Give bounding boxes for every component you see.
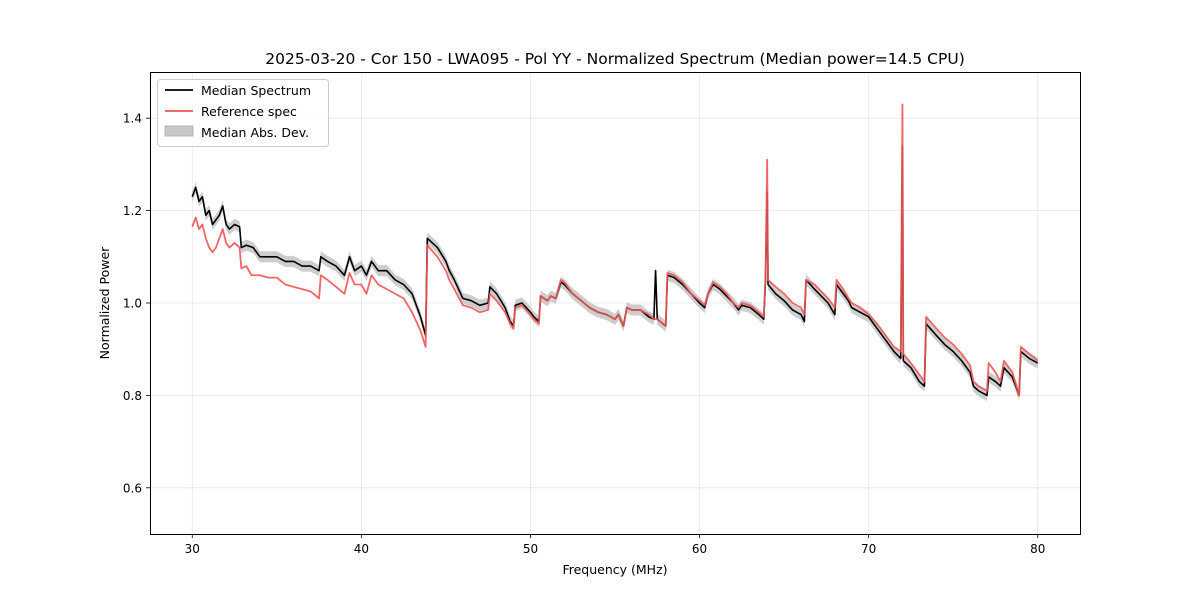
x-axis-ticks: 30 40 50 60 70 80 bbox=[185, 534, 1045, 556]
x-axis-label: Frequency (MHz) bbox=[562, 562, 667, 577]
y-axis-label: Normalized Power bbox=[97, 246, 112, 360]
y-tick-label: 1.0 bbox=[123, 297, 142, 311]
legend-mad-label: Median Abs. Dev. bbox=[201, 125, 309, 140]
y-tick-label: 0.8 bbox=[123, 389, 142, 403]
y-tick-label: 1.4 bbox=[123, 112, 142, 126]
x-tick-label: 60 bbox=[692, 542, 707, 556]
x-tick-label: 40 bbox=[354, 542, 369, 556]
median-spectrum-line bbox=[191, 145, 1039, 397]
mad-band bbox=[192, 140, 1038, 401]
y-tick-label: 1.2 bbox=[123, 204, 142, 218]
plot-frame bbox=[150, 72, 1081, 535]
x-tick-label: 30 bbox=[185, 542, 200, 556]
y-tick-label: 0.6 bbox=[123, 481, 142, 495]
y-axis-ticks: 0.6 0.8 1.0 1.2 1.4 bbox=[123, 112, 150, 495]
legend-mad-swatch bbox=[164, 125, 194, 137]
x-tick-label: 80 bbox=[1030, 542, 1045, 556]
legend: Median Spectrum Reference spec Median Ab… bbox=[157, 79, 329, 147]
chart-title: 2025-03-20 - Cor 150 - LWA095 - Pol YY -… bbox=[265, 50, 965, 68]
legend-reference-label: Reference spec bbox=[201, 104, 297, 119]
reference-spec-line bbox=[191, 103, 1039, 397]
x-tick-label: 50 bbox=[523, 542, 538, 556]
legend-median-label: Median Spectrum bbox=[201, 83, 311, 98]
x-tick-label: 70 bbox=[861, 542, 876, 556]
legend-box bbox=[157, 79, 329, 147]
